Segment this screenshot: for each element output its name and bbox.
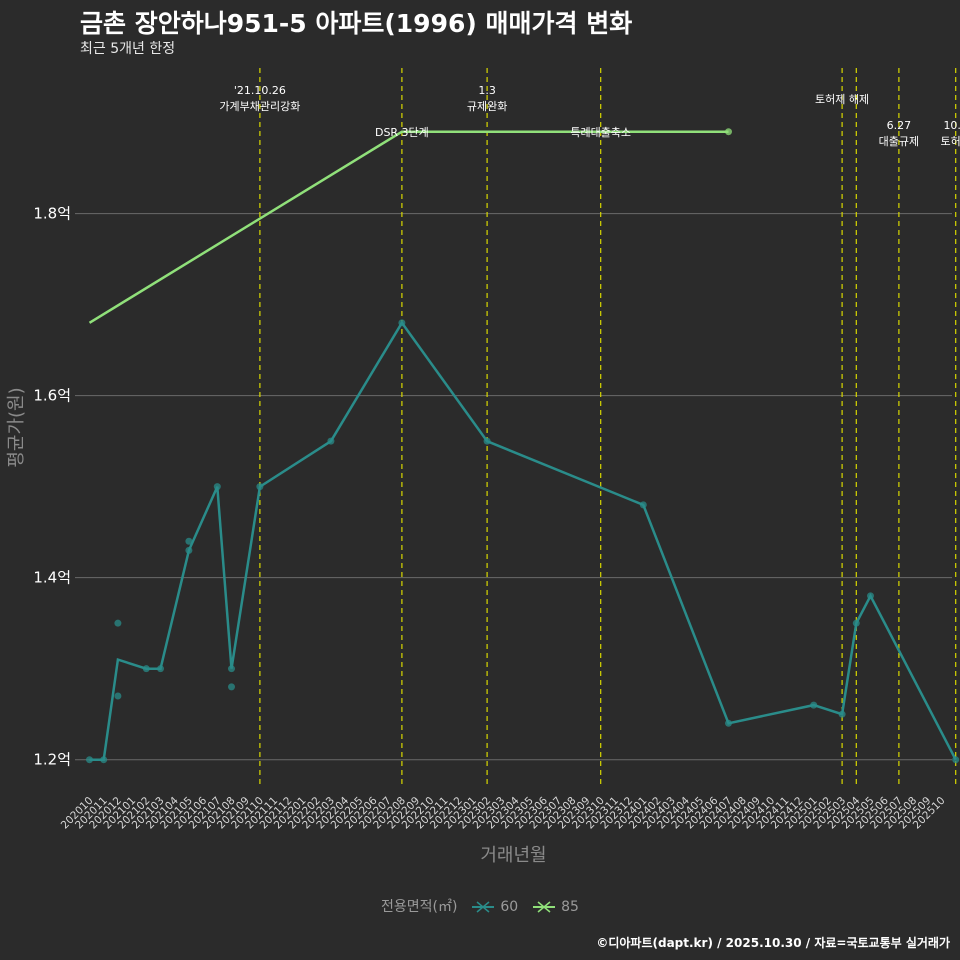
y-tick-label: 1.2억 [33, 751, 71, 769]
y-axis-title: 평균가(원) [6, 387, 27, 467]
series-line-60 [89, 320, 957, 761]
legend-swatch-85 [532, 901, 555, 913]
source-caption: ©디아파트(dapt.kr) / 2025.10.30 / 자료=국토교통부 실… [596, 936, 950, 950]
data-point-60 [867, 592, 874, 600]
event-label: '21.10.26 [234, 84, 286, 97]
data-point-60 [398, 319, 406, 327]
data-point-60 [185, 546, 193, 554]
legend-swatch-60 [471, 901, 494, 913]
series-line-85 [88, 130, 729, 324]
y-tick-label: 1.6억 [33, 387, 71, 405]
data-point-60 [852, 619, 860, 627]
y-tick-label: 1.8억 [33, 205, 71, 223]
legend: 전용면적(㎡) 60 85 [0, 896, 960, 916]
legend-item-85: 85 [531, 899, 579, 915]
data-point-60 [810, 701, 818, 709]
data-point-60 [213, 483, 221, 491]
legend-title: 전용면적(㎡) [381, 899, 458, 915]
data-point-60 [185, 537, 193, 545]
data-point-60 [725, 719, 732, 727]
data-point-60 [256, 483, 264, 491]
data-point-85 [725, 128, 732, 136]
event-label: 토허제 해제 [815, 92, 869, 106]
data-point-60 [838, 710, 846, 718]
event-label: 토허제 [941, 135, 960, 148]
data-point-60 [228, 683, 235, 691]
data-point-60 [483, 437, 491, 445]
x-axis-title: 거래년월 [480, 845, 546, 866]
data-point-60 [327, 437, 335, 445]
data-point-60 [114, 692, 122, 700]
event-label: 대출규제 [879, 135, 919, 148]
legend-label-85: 85 [561, 899, 579, 915]
legend-label-60: 60 [500, 899, 519, 915]
data-point-60 [952, 756, 960, 764]
data-point-60 [157, 665, 164, 673]
chart-title: 금촌 장안하나951-5 아파트(1996) 매매가격 변화 [80, 9, 633, 38]
data-point-60 [639, 501, 647, 509]
event-label: 1.3 [478, 84, 496, 97]
y-tick-label: 1.4억 [33, 569, 71, 587]
data-point-60 [86, 756, 93, 764]
event-label: DSR 3단계 [375, 126, 429, 139]
chart-subtitle: 최근 5개년 한정 [80, 41, 176, 57]
event-label: 가계부채관리강화 [219, 100, 300, 113]
data-point-60 [100, 756, 108, 764]
data-point-60 [228, 665, 235, 673]
legend-item-60: 60 [470, 899, 518, 915]
event-label: 6.27 [887, 119, 912, 132]
event-label: 10.1 [943, 119, 960, 132]
data-point-60 [142, 665, 150, 673]
event-label: 특례대출축소 [570, 126, 631, 139]
event-label: 규제완화 [467, 100, 507, 113]
data-point-60 [114, 619, 122, 627]
